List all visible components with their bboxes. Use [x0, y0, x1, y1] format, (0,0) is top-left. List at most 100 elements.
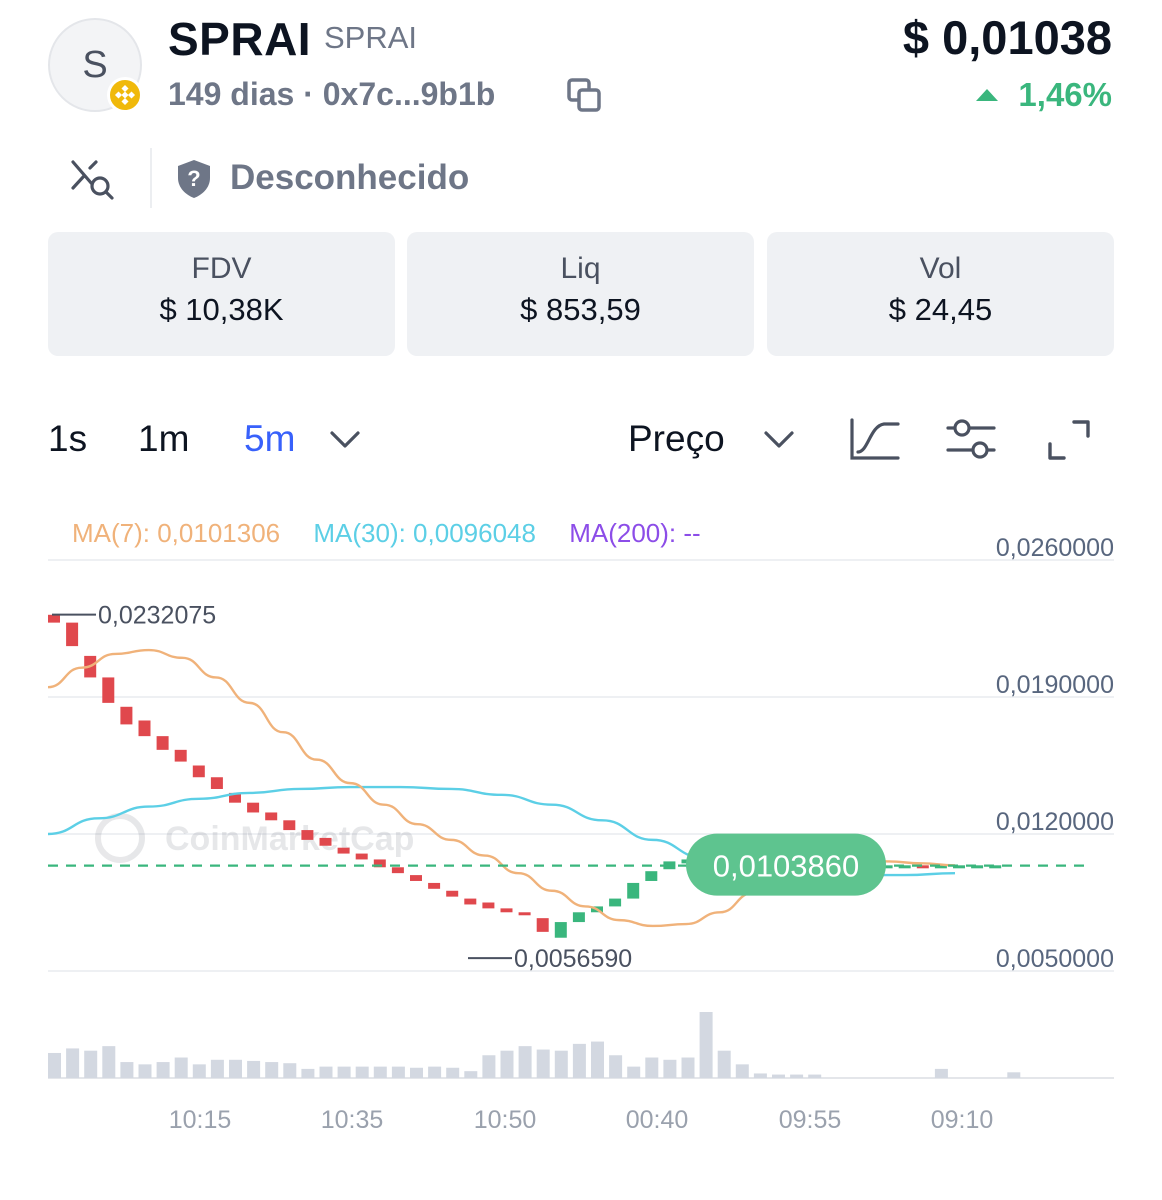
- volume-bar: [518, 1046, 532, 1078]
- candle[interactable]: [102, 677, 115, 703]
- stat-value: $ 24,45: [888, 292, 993, 327]
- volume-bar: [192, 1064, 206, 1078]
- y-tick-label: 0,0190000: [996, 671, 1114, 699]
- stat-label: Liq: [560, 252, 601, 285]
- candle[interactable]: [880, 865, 893, 869]
- volume-bar: [934, 1068, 948, 1078]
- candle[interactable]: [120, 706, 133, 725]
- x-tick-label: 00:40: [626, 1106, 689, 1134]
- candle[interactable]: [971, 865, 984, 869]
- token-symbol: SPRAI: [324, 20, 418, 55]
- line-chart-icon[interactable]: [848, 416, 902, 464]
- volume-bar: [663, 1059, 677, 1078]
- y-tick-label: 0,0050000: [996, 945, 1114, 973]
- candle[interactable]: [609, 898, 622, 907]
- indicator-settings-icon[interactable]: [944, 416, 998, 464]
- candle[interactable]: [934, 865, 947, 869]
- price-change: 1,46%: [976, 76, 1112, 114]
- candle[interactable]: [627, 882, 640, 899]
- volume-bar: [84, 1050, 98, 1078]
- candle[interactable]: [536, 918, 549, 932]
- volume-bar: [355, 1066, 369, 1078]
- price-type-select[interactable]: Preço: [628, 418, 725, 459]
- volume-bar: [138, 1064, 152, 1078]
- x-tick-label: 10:50: [474, 1106, 537, 1134]
- divider: [150, 148, 152, 208]
- chevron-down-icon[interactable]: [328, 428, 362, 452]
- candle[interactable]: [989, 865, 1002, 869]
- security-status[interactable]: Desconhecido: [230, 158, 470, 197]
- candle[interactable]: [916, 865, 929, 869]
- volume-bar: [229, 1059, 242, 1078]
- token-avatar: S: [48, 18, 142, 112]
- stat-label: FDV: [191, 252, 252, 285]
- candle[interactable]: [301, 830, 314, 840]
- candle[interactable]: [464, 898, 477, 905]
- volume-bar: [247, 1060, 261, 1078]
- volume-bar: [753, 1073, 767, 1078]
- audit-search-icon[interactable]: [70, 158, 114, 200]
- copy-icon[interactable]: [565, 76, 605, 116]
- candle[interactable]: [446, 890, 459, 897]
- x-tick-label: 09:10: [931, 1106, 994, 1134]
- candle[interactable]: [283, 820, 296, 831]
- high-price-label: 0,0232075: [98, 602, 216, 630]
- timeframe-5m[interactable]: 5m: [244, 418, 296, 459]
- contract-address[interactable]: 0x7c...9b1b: [322, 76, 496, 112]
- current-price-label: 0,0103860: [713, 849, 860, 884]
- fullscreen-icon[interactable]: [1042, 416, 1096, 464]
- stat-label: Vol: [919, 252, 962, 285]
- candle[interactable]: [265, 812, 278, 821]
- stat-card-fdv: FDV $ 10,38K: [48, 232, 395, 356]
- volume-bar: [446, 1067, 460, 1078]
- candle[interactable]: [229, 792, 241, 803]
- y-tick-label: 0,0120000: [996, 808, 1114, 836]
- ma30-label: MA(30): 0,0096048: [313, 518, 536, 548]
- timeframe-1m[interactable]: 1m: [138, 418, 190, 459]
- current-price-badge: [686, 833, 886, 896]
- candle[interactable]: [138, 720, 151, 737]
- volume-bar: [591, 1041, 604, 1078]
- volume-bar: [319, 1066, 333, 1078]
- volume-bar: [609, 1055, 623, 1078]
- volume-bar: [66, 1048, 80, 1078]
- token-price: $ 0,01038: [902, 11, 1112, 64]
- candle[interactable]: [953, 865, 965, 869]
- candle[interactable]: [66, 622, 79, 647]
- chevron-down-icon[interactable]: [762, 428, 796, 452]
- candle[interactable]: [48, 614, 60, 623]
- bnb-chain-icon: [107, 77, 143, 113]
- candle[interactable]: [518, 912, 531, 916]
- candle[interactable]: [500, 908, 513, 913]
- volume-bar: [717, 1050, 731, 1078]
- candle[interactable]: [192, 765, 205, 778]
- timeframe-1s[interactable]: 1s: [48, 418, 88, 459]
- candle[interactable]: [210, 777, 223, 789]
- candle[interactable]: [898, 865, 911, 869]
- volume-bar: [627, 1066, 641, 1078]
- candle[interactable]: [482, 902, 495, 909]
- candle[interactable]: [391, 867, 404, 874]
- candle[interactable]: [373, 859, 386, 868]
- x-tick-label: 09:55: [779, 1106, 842, 1134]
- volume-bar: [283, 1063, 297, 1078]
- volume-bar: [735, 1064, 749, 1078]
- candle[interactable]: [174, 749, 187, 762]
- volume-bar: [48, 1052, 61, 1078]
- candle[interactable]: [355, 853, 368, 860]
- candle[interactable]: [554, 922, 567, 938]
- ma7-label: MA(7): 0,0101306: [72, 518, 281, 548]
- volume-bar: [536, 1049, 550, 1078]
- candle[interactable]: [156, 736, 169, 750]
- candle[interactable]: [410, 875, 422, 881]
- candle[interactable]: [337, 847, 350, 854]
- candle[interactable]: [645, 871, 658, 881]
- volume-bar: [1007, 1072, 1021, 1078]
- volume-bar: [464, 1071, 478, 1078]
- candle[interactable]: [428, 882, 441, 889]
- volume-bar: [373, 1066, 387, 1078]
- candle[interactable]: [572, 912, 585, 923]
- candle[interactable]: [319, 837, 332, 846]
- price-chart[interactable]: 0,0260000 0,0190000 0,0120000 0,0050000 10:1…: [0, 500, 1162, 1150]
- candle[interactable]: [247, 802, 260, 813]
